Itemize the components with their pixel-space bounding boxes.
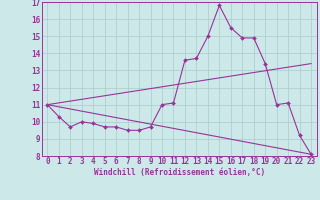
X-axis label: Windchill (Refroidissement éolien,°C): Windchill (Refroidissement éolien,°C) [94, 168, 265, 177]
